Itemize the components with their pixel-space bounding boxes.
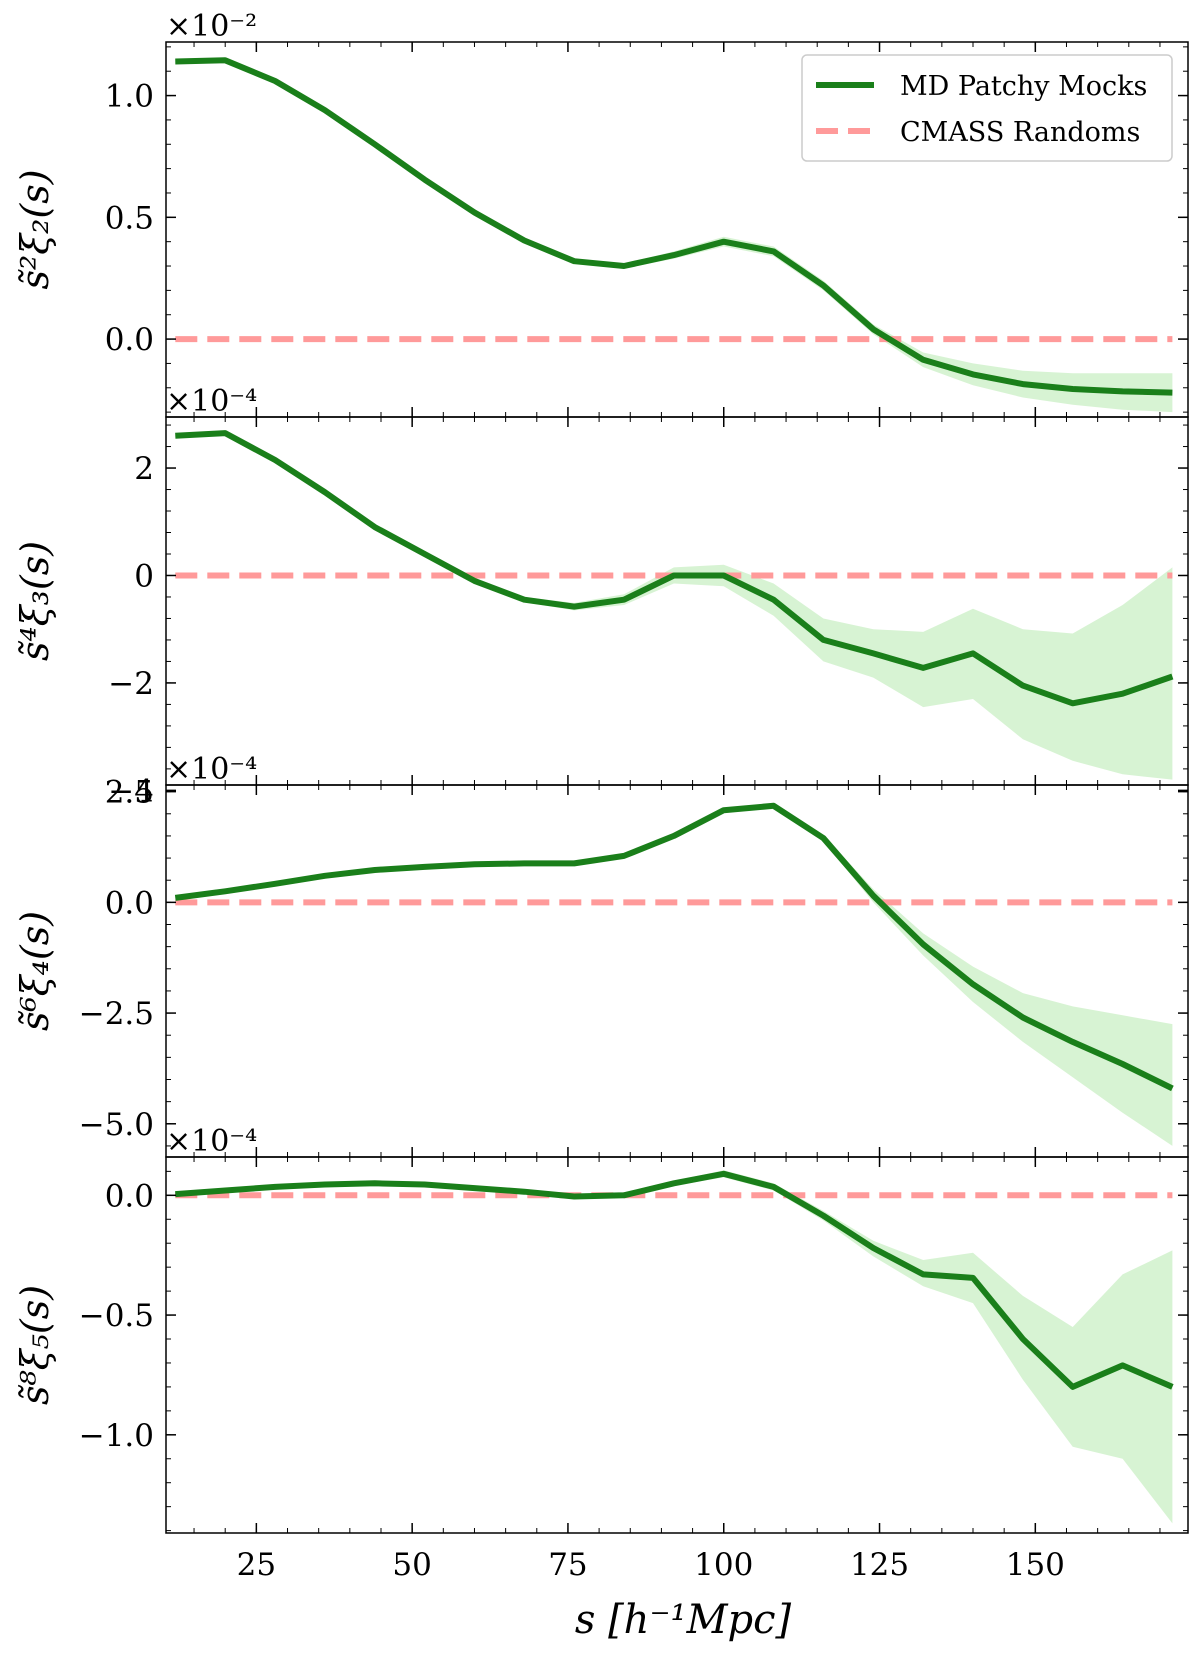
- x-axis-label: s [h⁻¹Mpc]: [575, 1597, 792, 1643]
- y-axis-label: s̃⁶ξ₄(s): [13, 911, 57, 1031]
- y-tick-label: −2: [108, 666, 154, 702]
- y-axis-label: s̃²ξ₂(s): [13, 169, 57, 289]
- legend: MD Patchy Mocks CMASS Randoms: [801, 54, 1173, 162]
- y-tick-label: −2.5: [79, 996, 154, 1032]
- x-tick-label: 100: [694, 1547, 753, 1583]
- series-line-md-patchy-mocks: [175, 430, 1174, 707]
- panel-2: 2 0 −2 −4 ×10⁻⁴ s̃⁴ξ₃(s): [13, 384, 1189, 809]
- y-tick-label: −5.0: [79, 1107, 154, 1143]
- x-tick-label: 150: [1006, 1547, 1065, 1583]
- error-band: [175, 804, 1173, 1146]
- panels: 1.0 0.5 0.0 ×10⁻² s̃²ξ₂(s) 2 0 −2 −4 ×10⁻⁴ s̃⁴ξ₃(s…: [13, 9, 1189, 1583]
- plot-frame: [165, 784, 1189, 1158]
- y-tick-label: 0.5: [105, 200, 154, 236]
- legend-label-mocks: MD Patchy Mocks: [900, 71, 1147, 102]
- y-tick-label: −4: [108, 773, 154, 809]
- error-band: [175, 57, 1173, 413]
- series-line-md-patchy-mocks: [174, 802, 1174, 1092]
- x-tick-label: 50: [392, 1547, 431, 1583]
- legend-box: [801, 54, 1173, 162]
- y-multiplier: ×10⁻²: [166, 9, 257, 44]
- series-line-md-patchy-mocks: [175, 1170, 1174, 1390]
- x-tick-label: 75: [548, 1547, 587, 1583]
- plot-frame: [165, 1156, 1189, 1534]
- legend-label-randoms: CMASS Randoms: [900, 117, 1140, 148]
- error-band: [175, 432, 1173, 780]
- y-tick-label: 0: [134, 558, 154, 594]
- y-tick-label: 1.0: [105, 79, 154, 115]
- y-tick-label: −1.0: [79, 1418, 154, 1454]
- y-tick-label: 0.0: [105, 885, 154, 921]
- y-tick-label: 0.0: [105, 322, 154, 358]
- y-axis-label: s̃⁴ξ₃(s): [13, 541, 57, 661]
- y-tick-label: 0.0: [105, 1178, 154, 1214]
- y-multiplier: ×10⁻⁴: [166, 384, 257, 419]
- x-tick-label: 25: [237, 1547, 276, 1583]
- error-band: [175, 1170, 1173, 1524]
- y-multiplier: ×10⁻⁴: [166, 752, 257, 787]
- y-tick-label: 2: [134, 451, 154, 487]
- y-tick-label: 2.5: [105, 775, 154, 811]
- series-line-md-patchy-mocks: [175, 57, 1173, 396]
- panel-3: 2.5 0.0 −2.5 −5.0 ×10⁻⁴ s̃⁶ξ₄(s): [13, 752, 1189, 1158]
- panel-1: 1.0 0.5 0.0 ×10⁻² s̃²ξ₂(s): [13, 9, 1189, 418]
- panel-4: 0.0 −0.5 −1.0 ×10⁻⁴ s̃⁸ξ₅(s): [13, 1124, 1189, 1534]
- y-tick-label: −0.5: [79, 1298, 154, 1334]
- x-tick-label: 125: [850, 1547, 909, 1583]
- y-axis-label: s̃⁸ξ₅(s): [13, 1285, 57, 1405]
- y-multiplier: ×10⁻⁴: [166, 1124, 257, 1159]
